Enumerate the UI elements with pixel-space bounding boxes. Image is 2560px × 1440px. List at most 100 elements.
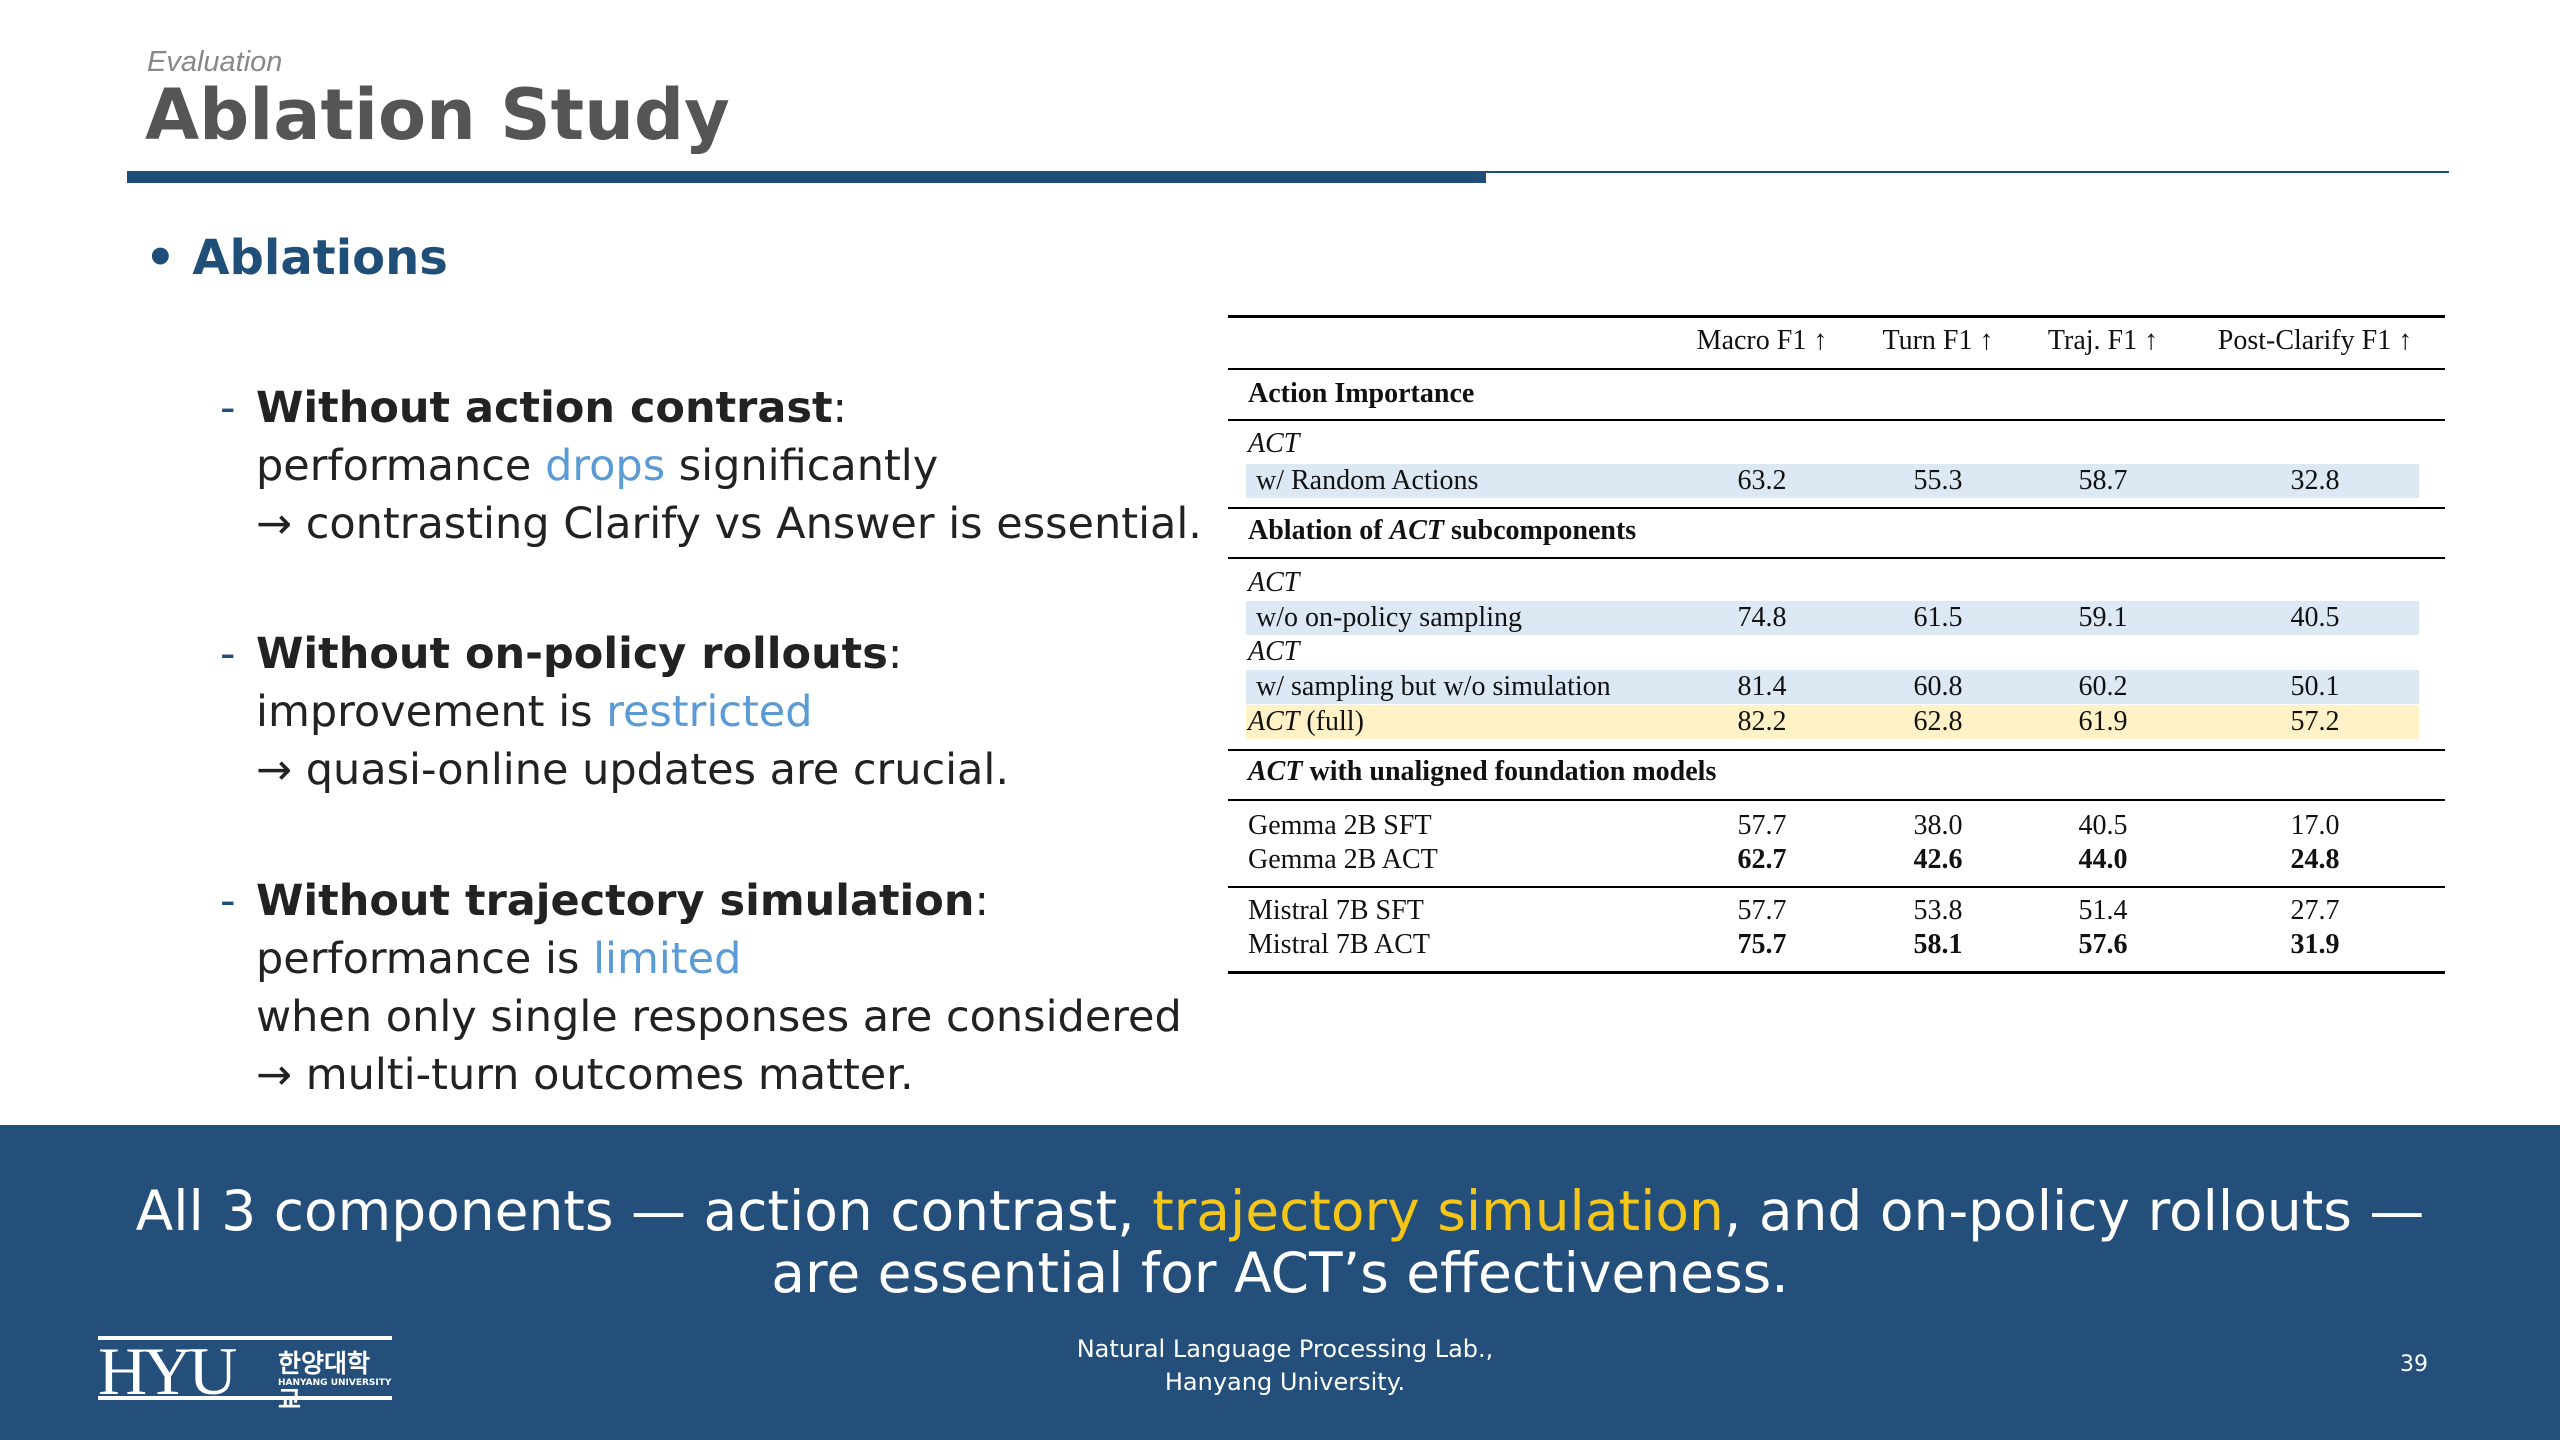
section-label: Action Importance [1248,378,1475,409]
cell: 58.7 [2078,465,2128,496]
table-rule [1228,419,2445,421]
section-title: Ablations [192,230,448,286]
title-divider [1486,171,2449,173]
item-text: significantly [665,441,939,491]
row-highlight [1246,601,2419,635]
bullet: • [145,230,176,286]
row-highlight [1246,705,2419,739]
cell: 32.8 [2290,465,2340,496]
table-header: Macro F1 ↑ Turn F1 ↑ Traj. F1 ↑ Post-Cla… [1228,324,2445,358]
item-highlight: limited [593,934,742,984]
item-text: performance is [256,934,594,984]
cell: 81.4 [1737,671,1787,702]
cell: 55.3 [1913,465,1963,496]
table-row: w/ Random Actions 63.2 55.3 58.7 32.8 [1228,464,2445,498]
table-rule [1228,799,2445,801]
cell: 51.4 [2078,895,2128,926]
cell: 60.2 [2078,671,2128,702]
cell: 42.6 [1913,844,1963,875]
cell: 58.1 [1913,929,1963,960]
item-heading: Without on-policy rollouts [256,629,888,679]
table-rule [1228,749,2445,751]
column-header: Traj. F1 ↑ [2047,325,2159,356]
table-section: Action Importance [1228,377,2445,411]
row-label: w/ sampling but w/o simulation [1256,671,1611,702]
cell: 31.9 [2290,929,2340,960]
table-row: ACT [1228,427,2445,461]
item-text: improvement is [256,687,607,737]
table-section: Ablation of ACT subcomponents [1228,514,2445,548]
table-row: w/ sampling but w/o simulation 81.4 60.8… [1228,670,2445,704]
title-underline [127,171,1486,183]
item-text: when only single responses are considere… [256,992,1182,1042]
dash: - [220,383,236,433]
row-label: w/ Random Actions [1256,465,1479,496]
cell: 57.7 [1737,895,1787,926]
column-header: Macro F1 ↑ [1696,325,1828,356]
page-number: 39 [2400,1352,2428,1377]
section-kicker: Evaluation [147,46,283,78]
cell: 53.8 [1913,895,1963,926]
table-row: Gemma 2B ACT 62.7 42.6 44.0 24.8 [1228,843,2445,877]
cell: 27.7 [2290,895,2340,926]
summary-banner [0,1125,2560,1440]
table-row: Mistral 7B SFT 57.7 53.8 51.4 27.7 [1228,894,2445,928]
summary-message: All 3 components — action contrast, traj… [135,1179,2425,1305]
ablation-item: - Without action contrast: performance d… [220,379,1202,553]
dash: - [220,629,236,679]
cell: 38.0 [1913,810,1963,841]
cell: 63.2 [1737,465,1787,496]
row-label: ACT [1248,428,1300,459]
cell: 62.8 [1913,706,1963,737]
cell: 61.9 [2078,706,2128,737]
cell: 57.2 [2290,706,2340,737]
row-label: Mistral 7B ACT [1248,929,1431,960]
item-conclusion: → quasi-online updates are crucial. [256,745,1010,795]
cell: 62.7 [1737,844,1787,875]
page-title: Ablation Study [145,74,730,156]
table-row: ACT [1228,635,2445,669]
cell: 24.8 [2290,844,2340,875]
section-heading: • Ablations [145,230,448,286]
row-label: ACT [1248,567,1300,598]
table-row: Gemma 2B SFT 57.7 38.0 40.5 17.0 [1228,809,2445,843]
cell: 60.8 [1913,671,1963,702]
row-label: ACT (full) [1248,706,1364,737]
item-heading: Without action contrast [256,383,833,433]
table-rule [1228,557,2445,559]
item-conclusion: → multi-turn outcomes matter. [256,1050,914,1100]
cell: 50.1 [2290,671,2340,702]
row-label: Mistral 7B SFT [1248,895,1424,926]
cell: 59.1 [2078,602,2128,633]
table-rule [1228,886,2445,888]
item-heading: Without trajectory simulation [256,876,975,926]
item-highlight: drops [545,441,666,491]
item-conclusion: → contrasting Clarify vs Answer is essen… [256,499,1202,549]
lab-name: Natural Language Processing Lab., Hanyan… [1076,1335,1494,1396]
ablation-table: Macro F1 ↑ Turn F1 ↑ Traj. F1 ↑ Post-Cla… [1228,315,2445,975]
table-row: w/o on-policy sampling 74.8 61.5 59.1 40… [1228,601,2445,635]
table-rule [1228,507,2445,509]
item-highlight: restricted [606,687,813,737]
table-row: ACT (full) 82.2 62.8 61.9 57.2 [1228,705,2445,739]
table-section: ACT with unaligned foundation models [1228,755,2445,789]
cell: 57.7 [1737,810,1787,841]
summary-highlight: trajectory simulation [1152,1179,1724,1243]
university-logo: HYU 한양대학교 HANYANG UNIVERSITY [98,1333,392,1414]
item-text: performance [256,441,546,491]
table-row: ACT [1228,566,2445,600]
cell: 82.2 [1737,706,1787,737]
table-rule [1228,315,2445,318]
column-header: Turn F1 ↑ [1882,325,1994,356]
cell: 17.0 [2290,810,2340,841]
row-label: Gemma 2B SFT [1248,810,1432,841]
dash: - [220,876,236,926]
cell: 75.7 [1737,929,1787,960]
cell: 57.6 [2078,929,2128,960]
row-label: ACT [1248,636,1300,667]
cell: 44.0 [2078,844,2128,875]
section-label: ACT with unaligned foundation models [1248,756,1717,787]
column-header: Post-Clarify F1 ↑ [2217,325,2413,356]
cell: 61.5 [1913,602,1963,633]
table-rule [1228,971,2445,974]
